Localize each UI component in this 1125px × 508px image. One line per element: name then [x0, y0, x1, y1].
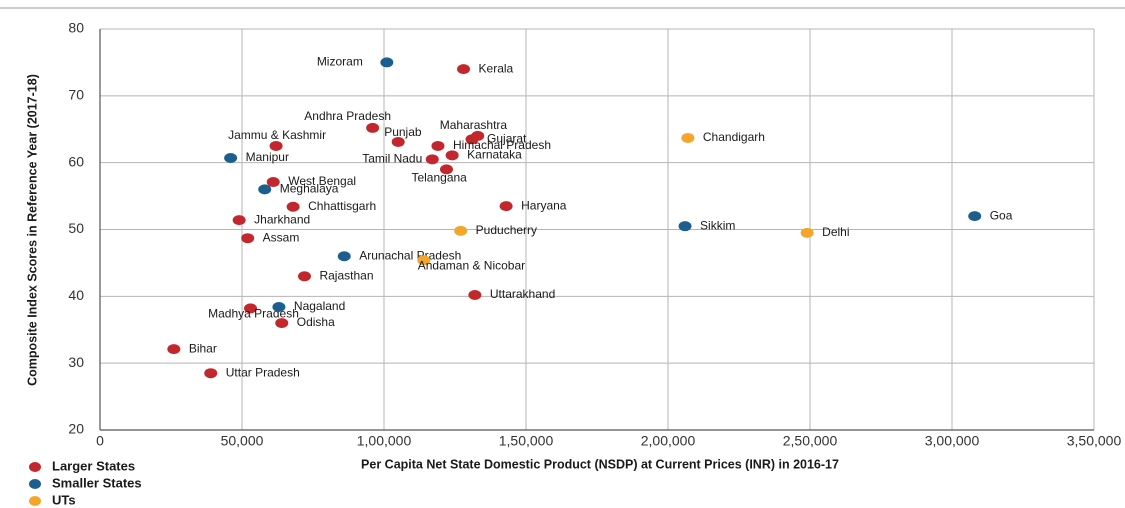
point-label: Nagaland [294, 299, 345, 313]
point-label: Bihar [189, 341, 217, 355]
point-label: Tamil Nadu [362, 151, 422, 165]
point [499, 201, 513, 212]
point-label: Madhya Pradesh [208, 307, 299, 321]
point [337, 251, 351, 262]
x-tick-label: 3,00,000 [925, 433, 980, 449]
point-label: Gujarat [487, 131, 527, 145]
legend-label: Larger States [52, 458, 135, 473]
point [204, 368, 218, 379]
y-tick-label: 80 [68, 20, 84, 36]
point [681, 132, 695, 143]
legend-label: Smaller States [52, 475, 142, 490]
point-label: Odisha [297, 315, 335, 329]
x-tick-label: 2,50,000 [783, 433, 838, 449]
legend-label: UTs [52, 492, 76, 507]
point-label: Maharashtra [440, 118, 508, 132]
point-label: Rajasthan [319, 268, 373, 282]
point [457, 64, 471, 75]
legend-marker [29, 496, 41, 506]
point [800, 227, 814, 238]
point-label: Himachal Pradesh [453, 138, 551, 152]
point [366, 122, 380, 133]
x-axis-title: Per Capita Net State Domestic Product (N… [361, 457, 839, 471]
point-label: Meghalaya [280, 182, 339, 196]
point [445, 150, 459, 161]
point-label: Assam [263, 230, 300, 244]
point-label: Jammu & Kashmir [228, 128, 326, 142]
point-label: Mizoram [317, 55, 363, 69]
point-label: Karnataka [467, 147, 522, 161]
point-label: Puducherry [476, 223, 537, 237]
point [380, 57, 394, 68]
point [258, 184, 272, 195]
point [439, 164, 453, 175]
point-label: Punjab [384, 125, 422, 139]
legend-marker [29, 462, 41, 472]
point [391, 136, 405, 147]
point [431, 140, 445, 151]
point [968, 211, 982, 222]
y-axis-title: Composite Index Scores in Reference Year… [25, 74, 39, 386]
point-label: Sikkim [700, 218, 735, 232]
point-label: Uttarakhand [490, 287, 555, 301]
point-label: Andhra Pradesh [304, 109, 391, 123]
point-label: Haryana [521, 198, 567, 212]
point-label: West Bengal [288, 174, 356, 188]
point [272, 302, 286, 313]
point [454, 225, 468, 236]
point-label: Delhi [822, 225, 849, 239]
point-label: Manipur [246, 150, 289, 164]
point-label: Chhattisgarh [308, 199, 376, 213]
point [241, 233, 255, 244]
point [425, 154, 439, 165]
point [269, 140, 283, 151]
point-label: Telangana [411, 171, 467, 185]
point [297, 271, 311, 282]
y-tick-label: 50 [68, 220, 84, 236]
point-label: Andaman & Nicobar [418, 258, 525, 272]
x-tick-label: 1,00,000 [357, 433, 412, 449]
point [286, 201, 300, 212]
x-tick-label: 3,50,000 [1067, 433, 1122, 449]
x-tick-label: 50,000 [221, 433, 264, 449]
point-label: Arunachal Pradesh [359, 248, 461, 262]
y-tick-label: 40 [68, 287, 84, 303]
point [678, 221, 692, 232]
point-label: Jharkhand [254, 212, 310, 226]
x-tick-label: 1,50,000 [499, 433, 554, 449]
point [275, 318, 289, 329]
legend-marker [29, 479, 41, 489]
x-tick-label: 0 [96, 433, 104, 449]
point [417, 255, 431, 266]
y-tick-label: 20 [68, 421, 84, 437]
point-label: Chandigarh [703, 130, 765, 144]
point-label: Uttar Pradesh [226, 365, 300, 379]
point-label: Goa [990, 208, 1013, 222]
point [167, 344, 181, 355]
y-tick-label: 60 [68, 153, 84, 169]
point [232, 215, 246, 226]
point [224, 152, 238, 163]
y-tick-label: 30 [68, 354, 84, 370]
point [465, 134, 479, 145]
point [468, 289, 482, 300]
y-tick-label: 70 [68, 87, 84, 103]
point [244, 303, 258, 314]
x-tick-label: 2,00,000 [641, 433, 696, 449]
point-label: Kerala [479, 61, 514, 75]
point [266, 177, 280, 188]
